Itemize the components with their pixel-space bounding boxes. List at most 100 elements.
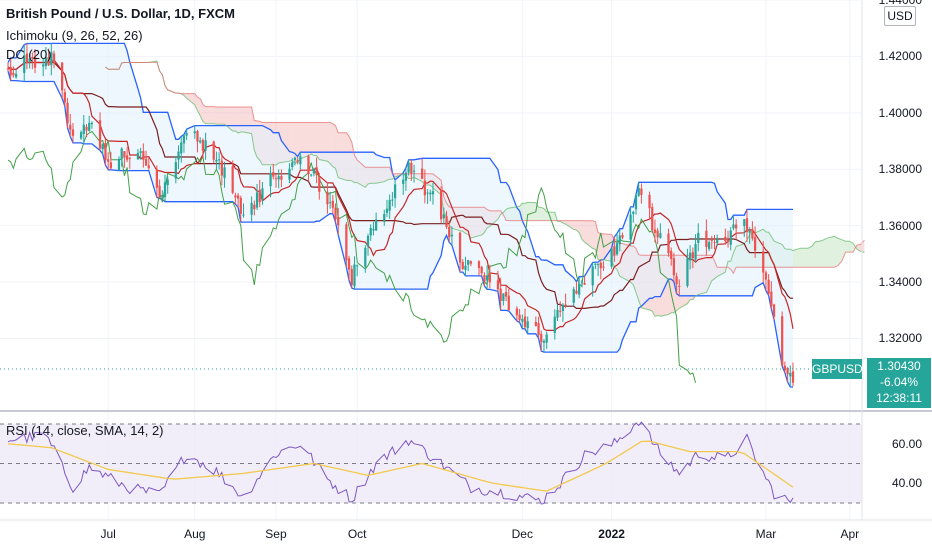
candle-body: [28, 58, 31, 62]
candle-body: [117, 158, 121, 171]
chikou-line: [7, 130, 697, 383]
candle-body: [6, 68, 10, 70]
ichimoku-legend[interactable]: Ichimoku (9, 26, 52, 26): [6, 28, 143, 43]
donchian-legend[interactable]: DC (20): [6, 47, 52, 62]
candle-body: [442, 214, 445, 219]
candle-body: [193, 131, 196, 134]
candle-body: [356, 265, 359, 267]
candle-body: [659, 233, 662, 238]
candle-body: [350, 269, 353, 285]
donchian-lower-line: [7, 71, 793, 388]
cloud-segment: [841, 239, 846, 261]
symbol-price-tag: GBPUSD: [812, 359, 863, 379]
candle-body: [128, 157, 131, 159]
candle-body: [594, 263, 597, 265]
candle-body: [450, 234, 454, 237]
candle-body: [789, 372, 792, 377]
candle-body: [542, 340, 546, 343]
candle-body: [337, 216, 340, 226]
candle-body: [656, 230, 659, 238]
candle-body: [88, 122, 91, 131]
rsi-legend[interactable]: RSI (14, close, SMA, 14, 2): [6, 423, 164, 438]
price-tick-label: 1.40000: [878, 105, 922, 120]
candle-body: [764, 272, 768, 280]
chart-title[interactable]: British Pound / U.S. Dollar, 1D, FXCM: [6, 6, 235, 21]
candle-body: [421, 168, 424, 179]
cloud-segment: [830, 236, 835, 268]
candle-body: [274, 178, 278, 180]
candle-body: [694, 243, 697, 260]
candle-body: [158, 185, 161, 198]
candle-body: [52, 53, 56, 64]
candle-body: [640, 188, 643, 196]
cloud-segment: [522, 203, 526, 221]
candle-body: [613, 246, 616, 256]
last-price-value: 1.30430: [877, 359, 921, 373]
candle-body: [261, 188, 264, 200]
candle-body: [318, 177, 321, 192]
candle-body: [448, 226, 451, 238]
candle-body: [353, 264, 356, 287]
price-tick-label: 1.42000: [878, 49, 922, 64]
candle-body: [47, 57, 50, 66]
candle-body: [458, 232, 462, 263]
candle-body: [161, 195, 164, 197]
candle-body: [423, 180, 426, 196]
candle-body: [280, 175, 283, 180]
candle-body: [488, 273, 491, 283]
candle-body: [716, 239, 719, 244]
candle-body: [713, 242, 716, 244]
candle-body: [483, 275, 486, 282]
candle-body: [291, 162, 294, 167]
candle-body: [331, 200, 334, 208]
candle-body: [504, 292, 508, 297]
candle-body: [618, 235, 621, 245]
rsi-plot: [0, 421, 862, 505]
candle-body: [277, 176, 280, 180]
candle-body: [743, 219, 746, 227]
candle-body: [496, 280, 500, 290]
candle-body: [250, 202, 253, 215]
price-tick-label: 1.38000: [878, 162, 922, 177]
cloud-segment: [219, 107, 222, 125]
ichimoku-lines: [7, 58, 865, 383]
bar-countdown: 12:38:11: [876, 391, 922, 405]
candle-body: [147, 165, 150, 169]
kijun-line: [7, 61, 793, 309]
candle-body: [561, 304, 565, 311]
candle-body: [326, 191, 329, 205]
candle-body: [556, 309, 559, 318]
candle-body: [393, 184, 397, 199]
time-tick-label: Mar: [755, 527, 777, 541]
cloud-segment: [538, 207, 542, 221]
currency-badge[interactable]: USD: [884, 6, 916, 26]
candle-body: [223, 167, 226, 178]
cloud-segment: [186, 93, 195, 105]
candle-body: [751, 229, 754, 239]
candle-body: [199, 140, 202, 143]
cloud-segment: [592, 220, 596, 250]
candle-body: [85, 126, 88, 131]
cloud-segment: [297, 122, 301, 162]
donchian-channel: [7, 42, 793, 388]
cloud-segment: [823, 238, 827, 268]
candle-body: [98, 120, 102, 149]
candle-body: [724, 236, 727, 242]
candle-body: [174, 162, 177, 179]
cloud-segment: [849, 241, 854, 253]
candle-body: [155, 169, 159, 188]
candle-body: [242, 214, 245, 216]
candle-body: [583, 282, 586, 285]
candle-body: [791, 371, 795, 383]
cloud-segment: [826, 237, 831, 268]
candle-body: [726, 240, 730, 242]
candle-body: [572, 289, 575, 303]
candle-body: [196, 131, 199, 142]
time-tick-label: Dec: [511, 527, 533, 541]
candle-body: [772, 304, 776, 317]
candle-body: [293, 157, 297, 161]
candle-body: [464, 265, 467, 270]
candle-body: [729, 230, 732, 245]
candle-body: [634, 195, 638, 210]
candle-body: [786, 367, 789, 375]
